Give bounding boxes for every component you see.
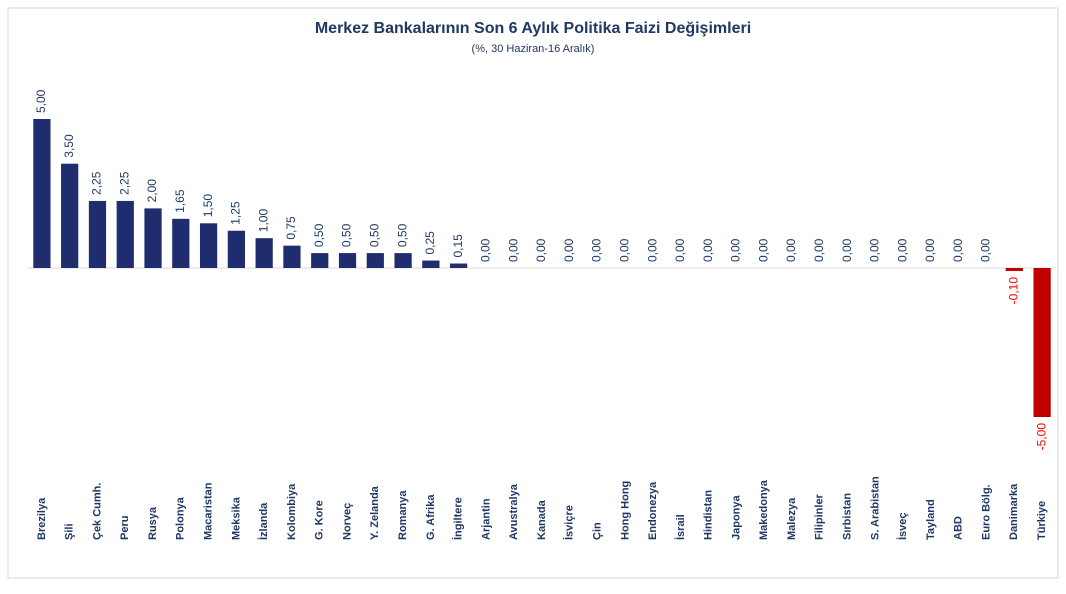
value-label: 0,50: [367, 223, 381, 247]
bar: [283, 245, 301, 268]
x-tick-label: Japonya: [730, 494, 742, 540]
value-label: 0,00: [673, 238, 687, 262]
x-tick-label: Çin: [591, 522, 603, 540]
bar: [172, 218, 190, 268]
value-label: 0,00: [979, 238, 993, 262]
value-label: 0,50: [395, 223, 409, 247]
x-tick-label: Avustralya: [508, 483, 520, 540]
value-label: 0,00: [812, 238, 826, 262]
value-label: 0,75: [284, 216, 298, 240]
x-tick-label: ABD: [953, 516, 965, 540]
value-label: 0,00: [479, 238, 493, 262]
value-label: 0,00: [895, 238, 909, 262]
value-label: 0,50: [312, 223, 326, 247]
value-label: 2,25: [90, 171, 104, 195]
value-label: 0,00: [756, 238, 770, 262]
x-tick-label: İsrail: [674, 514, 687, 540]
bar: [1033, 268, 1051, 417]
x-tick-label: Malezya: [786, 497, 798, 540]
x-tick-label: Endonezya: [647, 481, 659, 540]
x-tick-label: Danimarka: [1008, 483, 1020, 540]
x-tick-label: Meksika: [230, 496, 242, 540]
x-tick-label: Brezilya: [36, 497, 48, 540]
value-label: 0,00: [868, 238, 882, 262]
value-label: 1,25: [229, 201, 243, 225]
value-label: -5,00: [1034, 423, 1048, 451]
value-label: 0,50: [340, 223, 354, 247]
x-tick-label: Makedonya: [758, 479, 770, 540]
value-label: 0,00: [506, 238, 520, 262]
value-label: 2,00: [145, 179, 159, 203]
x-tick-label: Romanya: [397, 490, 409, 540]
value-label: 2,25: [117, 171, 131, 195]
frame: [7, 7, 1059, 579]
bar: [116, 200, 134, 268]
value-label: 0,15: [451, 234, 465, 258]
x-tick-label: Kolombiya: [286, 483, 298, 540]
value-label: 0,00: [840, 238, 854, 262]
x-tick-label: Euro Bölg.: [980, 484, 992, 540]
x-tick-label: Tayland: [925, 499, 937, 540]
x-tick-label: İzlanda: [257, 502, 270, 540]
x-tick-label: G. Afrika: [425, 494, 437, 540]
bar: [88, 200, 107, 268]
x-tick-label: İngiltere: [452, 497, 465, 540]
value-label: 0,00: [590, 238, 604, 262]
value-label: 0,00: [562, 238, 576, 262]
bar: [144, 208, 162, 268]
x-tick-label: Kanada: [536, 499, 548, 540]
x-tick-label: İsveç: [896, 512, 909, 540]
bar: [338, 253, 357, 268]
value-label: 1,50: [201, 194, 215, 218]
value-label: -0,10: [1006, 277, 1020, 305]
x-tick-label: Filipinler: [814, 493, 826, 540]
bar: [61, 163, 79, 268]
x-tick-label: Arjantin: [480, 498, 492, 540]
bar: [1005, 268, 1023, 271]
x-tick-label: İsviçre: [563, 505, 576, 540]
x-tick-label: Norveç: [341, 503, 353, 540]
x-tick-label: Sırbistan: [842, 493, 854, 540]
x-tick-label: Rusya: [147, 506, 159, 540]
value-label: 0,00: [729, 238, 743, 262]
bar: [366, 253, 384, 268]
value-label: 0,00: [645, 238, 659, 262]
bar: [311, 253, 329, 268]
x-tick-label: Peru: [119, 516, 131, 540]
value-label: 5,00: [34, 89, 48, 113]
x-tick-label: Hong Hong: [619, 481, 631, 540]
x-tick-label: Türkiye: [1036, 501, 1048, 540]
value-label: 0,00: [784, 238, 798, 262]
chart-title: Merkez Bankalarının Son 6 Aylık Politika…: [315, 20, 751, 37]
value-label: 1,65: [173, 189, 187, 213]
x-tick-label: Çek Cumh.: [91, 483, 103, 540]
x-tick-label: G. Kore: [314, 500, 326, 540]
value-label: 0,00: [951, 238, 965, 262]
value-label: 0,00: [534, 238, 548, 262]
value-label: 0,00: [923, 238, 937, 262]
x-tick-label: Y. Zelanda: [369, 485, 381, 540]
bar: [450, 263, 468, 268]
bar: [394, 253, 412, 268]
x-tick-label: Polonya: [175, 496, 187, 540]
bar: [199, 223, 218, 268]
value-label: 0,00: [618, 238, 632, 262]
x-tick-label: Hindistan: [703, 490, 715, 540]
chart-subtitle: (%, 30 Haziran-16 Aralık): [472, 43, 595, 55]
value-label: 1,00: [256, 209, 270, 233]
bar: [33, 119, 51, 268]
x-tick-label: Şili: [64, 523, 76, 540]
bar: [227, 230, 245, 268]
value-label: 0,25: [423, 231, 437, 255]
value-label: 3,50: [62, 134, 76, 158]
x-tick-label: S. Arabistan: [869, 476, 881, 540]
bar: [422, 260, 440, 268]
value-label: 0,00: [701, 238, 715, 262]
x-tick-label: Macaristan: [203, 482, 215, 540]
bar: [255, 238, 273, 268]
